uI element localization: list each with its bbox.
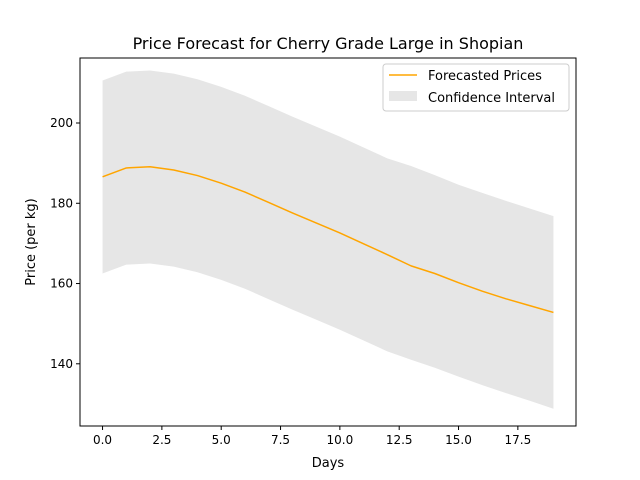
x-axis-label: Days — [312, 456, 345, 471]
x-tick-label: 12.5 — [386, 433, 413, 447]
y-tick-label: 180 — [50, 196, 73, 210]
legend-box — [382, 63, 570, 112]
x-tick-label: 10.0 — [327, 433, 354, 447]
legend-band-label: Confidence Interval — [428, 91, 555, 106]
confidence-band-layer — [102, 70, 554, 409]
x-tick-label: 2.5 — [152, 433, 171, 447]
confidence-band — [102, 70, 554, 409]
chart-title: Price Forecast for Cherry Grade Large in… — [133, 34, 524, 53]
x-tick-label: 5.0 — [212, 433, 231, 447]
y-axis-label: Price (per kg) — [24, 198, 39, 286]
forecast-line-0 — [102, 166, 554, 314]
x-tick-label: 15.0 — [445, 433, 472, 447]
x-tick-label: 17.5 — [504, 433, 531, 447]
x-tick-label: 0.0 — [93, 433, 112, 447]
legend-forecast-label: Forecasted Prices — [428, 69, 542, 84]
forecast-line-layer — [102, 166, 554, 314]
legend-band-swatch — [389, 91, 417, 101]
x-axis-ticks: 0.0 2.5 5.0 7.5 10.0 12.5 15.0 17.5 — [93, 426, 531, 447]
x-tick-label: 7.5 — [271, 433, 290, 447]
y-tick-label: 140 — [50, 357, 73, 371]
y-tick-label: 160 — [50, 277, 73, 291]
y-tick-label: 200 — [50, 116, 73, 130]
y-axis-ticks: 140 160 180 200 — [50, 116, 80, 371]
legend: Forecasted Prices Confidence Interval — [382, 63, 570, 112]
plot-frame — [79, 57, 577, 427]
